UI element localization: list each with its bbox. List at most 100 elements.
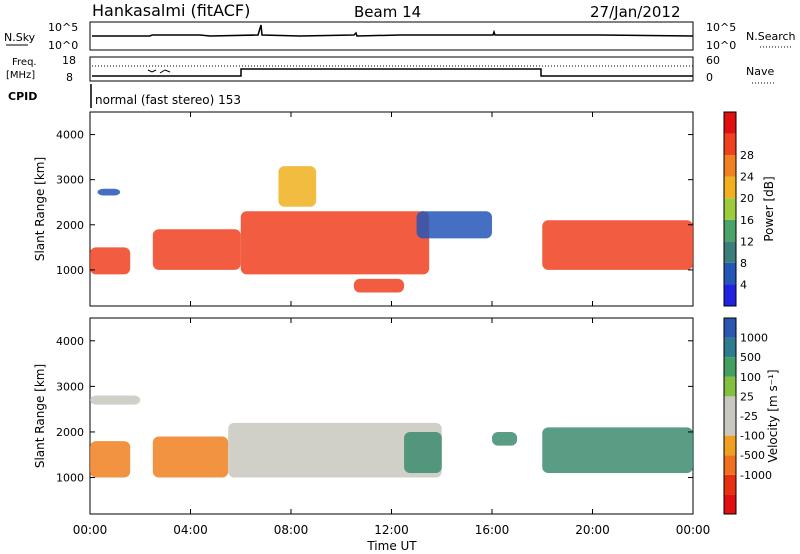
y-tick-label-0-0: 1000 [56, 264, 84, 277]
colorbar-tick-1-0: 1000 [740, 332, 768, 345]
freq-tick-top: 18 [62, 54, 76, 67]
colorbar-tick-1-2: 100 [740, 371, 761, 384]
colorbar-tick-0-0: 4 [740, 278, 747, 291]
heatmap-region-0-4 [353, 278, 405, 293]
power-panel-frame [89, 111, 694, 307]
noise-sky-trace [92, 24, 694, 37]
nave-label: Nave [746, 65, 774, 78]
colorbar-frame-0 [723, 111, 737, 307]
heatmap-region-1-3 [404, 431, 442, 473]
colorbar-frame-1 [723, 317, 737, 515]
velocity-data-layer [90, 395, 693, 478]
nave-tick-top: 60 [706, 54, 720, 67]
heatmap-region-0-3 [240, 211, 430, 275]
heatmap-region-1-5 [542, 427, 693, 473]
colorbar-tick-1-5: -100 [740, 430, 765, 443]
heatmap-region-0-0 [90, 247, 131, 275]
colorbar-swatch-1-0 [724, 494, 736, 514]
colorbar-tick-1-3: 25 [740, 390, 754, 403]
colorbar-swatch-1-4 [724, 416, 736, 436]
colorbar-swatch-1-7 [724, 357, 736, 377]
noise-left-tick-top: 10^5 [48, 21, 78, 34]
colorbar-swatch-0-2 [724, 241, 736, 263]
colorbar-tick-1-7: -1000 [740, 469, 772, 482]
time-axis-label: Time UT [366, 539, 417, 553]
velocity-y-label: Slant Range [km] [33, 364, 47, 468]
colorbar-swatch-1-6 [724, 376, 736, 397]
noise-right-tick-bottom: 10^0 [706, 39, 736, 52]
y-tick-label-1-1: 2000 [56, 426, 84, 439]
freq-panel-frame [89, 56, 694, 82]
y-tick-label-1-0: 1000 [56, 472, 84, 485]
colorbar-tick-0-2: 12 [740, 235, 754, 248]
heatmap-region-0-2 [152, 229, 241, 270]
colorbar-swatch-0-0 [724, 284, 736, 306]
power-y-label: Slant Range [km] [33, 157, 47, 261]
heatmap-region-1-4 [492, 431, 518, 446]
y-tick-label-1-3: 4000 [56, 335, 84, 348]
station-title: Hankasalmi (fitACF) [92, 1, 250, 20]
x-tick-label-6: 00:00 [676, 523, 711, 537]
noise-left-label: N.Sky [4, 31, 36, 44]
y-tick-label-1-2: 3000 [56, 380, 84, 393]
heatmap-region-0-6 [416, 211, 492, 239]
colorbar-swatch-1-8 [724, 337, 736, 358]
colorbar-tick-0-6: 28 [740, 149, 754, 162]
colorbar-swatch-0-3 [724, 219, 736, 242]
velocity-colorbar: 1000 500 100 25 -25 -100 -500 -1000 [723, 317, 772, 515]
freq-tick-bottom: 8 [66, 71, 73, 84]
noise-left-tick-bottom: 10^0 [48, 39, 78, 52]
power-y-ticks: 1000 2000 3000 4000 [56, 129, 693, 277]
power-colorbar: 4 8 12 16 20 24 28 [723, 111, 754, 307]
y-tick-label-0-3: 4000 [56, 129, 84, 142]
colorbar-swatch-0-4 [724, 198, 736, 220]
x-tick-label-4: 16:00 [475, 523, 510, 537]
heatmap-region-1-1 [152, 436, 229, 478]
colorbar-swatch-1-5 [724, 396, 736, 416]
colorbar-tick-1-6: -500 [740, 449, 765, 462]
colorbar-swatch-0-1 [724, 262, 736, 285]
x-tick-label-5: 20:00 [575, 523, 610, 537]
power-heatmap: 1000 2000 3000 4000 Slant Range [km] 4 8 12 16… [33, 111, 776, 307]
cpid-text: normal (fast stereo) 153 [95, 93, 241, 107]
heatmap-region-0-1 [97, 188, 121, 196]
x-tick-label-2: 08:00 [274, 523, 309, 537]
colorbar-swatch-1-2 [724, 455, 736, 475]
colorbar-swatch-1-1 [724, 474, 736, 495]
colorbar-swatch-0-8 [724, 112, 736, 134]
colorbar-tick-1-4: -25 [740, 410, 758, 423]
heatmap-region-1-0 [90, 441, 131, 478]
x-tick-label-3: 12:00 [374, 523, 409, 537]
heatmap-region-0-5 [278, 166, 317, 207]
freq-trace-scatter [147, 69, 171, 74]
colorbar-tick-1-1: 500 [740, 351, 761, 364]
x-tick-label-0: 00:00 [73, 523, 108, 537]
velocity-y-ticks: 1000 2000 3000 4000 [56, 335, 693, 485]
noise-panel-frame [89, 21, 694, 51]
velocity-panel-frame [89, 317, 694, 515]
noise-right-label: N.Search [746, 30, 796, 43]
colorbar-tick-0-3: 16 [740, 214, 754, 227]
freq-label-line1: Freq. [12, 57, 37, 68]
y-tick-label-0-2: 3000 [56, 174, 84, 187]
noise-right-tick-top: 10^5 [706, 21, 736, 34]
heatmap-region-1-6 [90, 395, 141, 405]
freq-trace [92, 68, 693, 77]
colorbar-swatch-0-7 [724, 133, 736, 156]
colorbar-swatch-0-5 [724, 176, 736, 199]
date-title: 27/Jan/2012 [590, 3, 681, 21]
beam-title: Beam 14 [354, 3, 421, 21]
time-axis-ticks: 00:00 04:00 08:00 12:00 16:00 20:00 00:00 [73, 112, 711, 537]
heatmap-region-0-7 [542, 220, 693, 270]
colorbar-tick-0-1: 8 [740, 257, 747, 270]
colorbar-swatch-1-3 [724, 435, 736, 456]
heatmap-region-1-2 [228, 422, 442, 478]
colorbar-swatch-1-9 [724, 318, 736, 338]
velocity-colorbar-label: Velocity [m s⁻¹] [766, 369, 780, 462]
power-colorbar-label: Power [dB] [762, 176, 776, 241]
velocity-heatmap: 1000 2000 3000 4000 Slant Range [km] 1000 50… [33, 317, 780, 515]
colorbar-tick-0-4: 20 [740, 192, 754, 205]
y-tick-label-0-1: 2000 [56, 219, 84, 232]
colorbar-swatch-0-6 [724, 155, 736, 177]
